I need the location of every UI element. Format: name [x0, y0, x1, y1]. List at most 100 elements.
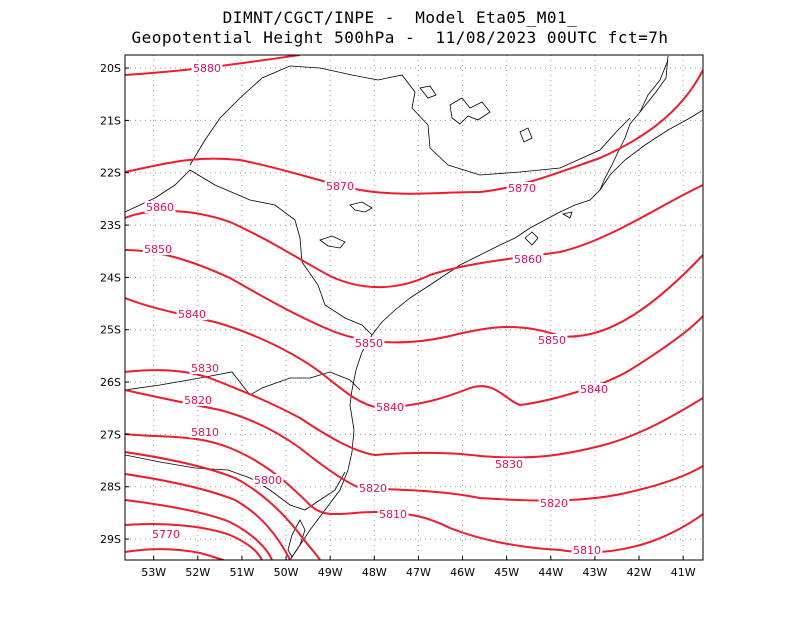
- contour-5770: [125, 523, 263, 560]
- x-tick-label: 52W: [185, 566, 210, 579]
- contour-label-bg: [571, 544, 603, 556]
- contour-label: 5850: [538, 334, 566, 347]
- contour-label-bg: [189, 426, 221, 438]
- state-border-sc-rs: [125, 454, 346, 511]
- ilhabela-island: [524, 231, 539, 246]
- contour-label-bg: [536, 334, 568, 346]
- title-line-2: Geopotential Height 500hPa - 11/08/2023 …: [131, 28, 669, 47]
- x-tick-label: 45W: [494, 566, 519, 579]
- reservoir-tiete: [349, 201, 373, 213]
- contour-label: 5820: [184, 394, 212, 407]
- contour-label: 5850: [144, 243, 172, 256]
- lat-lon-grid: [125, 55, 703, 560]
- x-tick-label: 53W: [141, 566, 166, 579]
- contour-label: 5820: [540, 497, 568, 510]
- contour-5860: [125, 184, 703, 289]
- contour-label: 5840: [376, 401, 404, 414]
- x-tick-label: 42W: [627, 566, 652, 579]
- title-line-1: DIMNT/CGCT/INPE - Model Eta05_M01_: [222, 8, 578, 27]
- x-tick-label: 44W: [538, 566, 563, 579]
- y-tick-label: 26S: [100, 376, 121, 389]
- reservoir-ne: [519, 127, 533, 143]
- contour-label-bg: [357, 482, 389, 494]
- contour-5780: [125, 499, 273, 560]
- contour-label-bg: [144, 201, 176, 213]
- contour-5810: [125, 433, 703, 554]
- contour-label: 5860: [146, 201, 174, 214]
- contour-label-bg: [324, 180, 356, 192]
- x-tick-label: 49W: [318, 566, 343, 579]
- y-tick-label: 25S: [100, 324, 121, 337]
- contour-label-bg: [353, 337, 385, 349]
- state-border-es-mg: [639, 59, 669, 113]
- contour-label: 5840: [580, 383, 608, 396]
- contour-label-bg: [252, 474, 284, 486]
- contour-5840: [125, 297, 703, 410]
- contour-label-bg: [538, 497, 570, 509]
- contour-label: 5830: [495, 458, 523, 471]
- contour-label: 5840: [178, 308, 206, 321]
- contour-label-bg: [150, 528, 182, 540]
- contour-label-bg: [578, 383, 610, 395]
- contour-label: 5810: [379, 508, 407, 521]
- x-tick-label: 48W: [362, 566, 387, 579]
- contour-label-bg: [377, 508, 409, 520]
- contour-label-bg: [493, 458, 525, 470]
- reservoir-parana: [319, 235, 346, 249]
- contour-label: 5810: [191, 426, 219, 439]
- contour-label: 5800: [254, 474, 282, 487]
- contour-label: 5880: [193, 62, 221, 75]
- contour-label-bg: [142, 243, 174, 255]
- contour-5800: [125, 451, 321, 560]
- x-tick-label: 51W: [229, 566, 254, 579]
- x-tick-label: 47W: [406, 566, 431, 579]
- y-tick-label: 24S: [100, 271, 121, 284]
- contour-5850: [125, 249, 703, 344]
- contour-5760: [125, 548, 225, 560]
- contour-5870: [125, 69, 703, 195]
- atlantic-coastline: [289, 55, 669, 560]
- reservoir-furnas: [449, 97, 491, 125]
- coastline-borders: [125, 55, 703, 560]
- contour-label-bg: [182, 394, 214, 406]
- contour-labels: 5880 5870 5870 5860 5850 5860 5840 5850 5850 5830…: [142, 62, 610, 557]
- contour-5790: [125, 473, 291, 560]
- contour-label: 5830: [191, 362, 219, 375]
- contour-label: 5870: [508, 182, 536, 195]
- y-axis-ticks: 20S 21S 22S 23S 24S 25S 26S 27S 28S 29S: [100, 62, 129, 546]
- x-tick-label: 50W: [274, 566, 299, 579]
- contour-label-bg: [512, 253, 544, 265]
- contour-label-bg: [176, 308, 208, 320]
- contour-label: 5810: [573, 544, 601, 557]
- contour-label-bg: [191, 62, 223, 74]
- lagoa-dos-patos: [287, 519, 306, 558]
- contour-label-bg: [374, 401, 406, 413]
- state-border-pr-sc: [125, 371, 361, 396]
- ilha-grande-island: [561, 211, 573, 219]
- y-tick-label: 29S: [100, 533, 121, 546]
- contour-label: 5860: [514, 253, 542, 266]
- state-border-rj-mg: [599, 109, 703, 191]
- x-axis-ticks: 53W 52W 51W 50W 49W 48W 47W 46W 45W 44W 43W 42W 41W: [141, 556, 696, 579]
- contour-label: 5770: [152, 528, 180, 541]
- state-border-mg-sp: [189, 65, 631, 176]
- contour-label: 5870: [326, 180, 354, 193]
- y-tick-label: 21S: [100, 114, 121, 127]
- contour-label-bg: [506, 182, 538, 194]
- state-border-sp-pr: [125, 169, 373, 336]
- y-tick-label: 23S: [100, 219, 121, 232]
- y-tick-label: 20S: [100, 62, 121, 75]
- contour-label: 5850: [355, 337, 383, 350]
- reservoir-north: [419, 85, 437, 99]
- x-tick-label: 43W: [582, 566, 607, 579]
- y-tick-label: 22S: [100, 167, 121, 180]
- y-tick-label: 27S: [100, 428, 121, 441]
- contour-5830: [125, 369, 703, 459]
- plot-frame: [124, 54, 704, 561]
- y-tick-label: 28S: [100, 481, 121, 494]
- contour-label-bg: [189, 362, 221, 374]
- x-tick-label: 41W: [671, 566, 696, 579]
- contour-label: 5820: [359, 482, 387, 495]
- x-tick-label: 46W: [450, 566, 475, 579]
